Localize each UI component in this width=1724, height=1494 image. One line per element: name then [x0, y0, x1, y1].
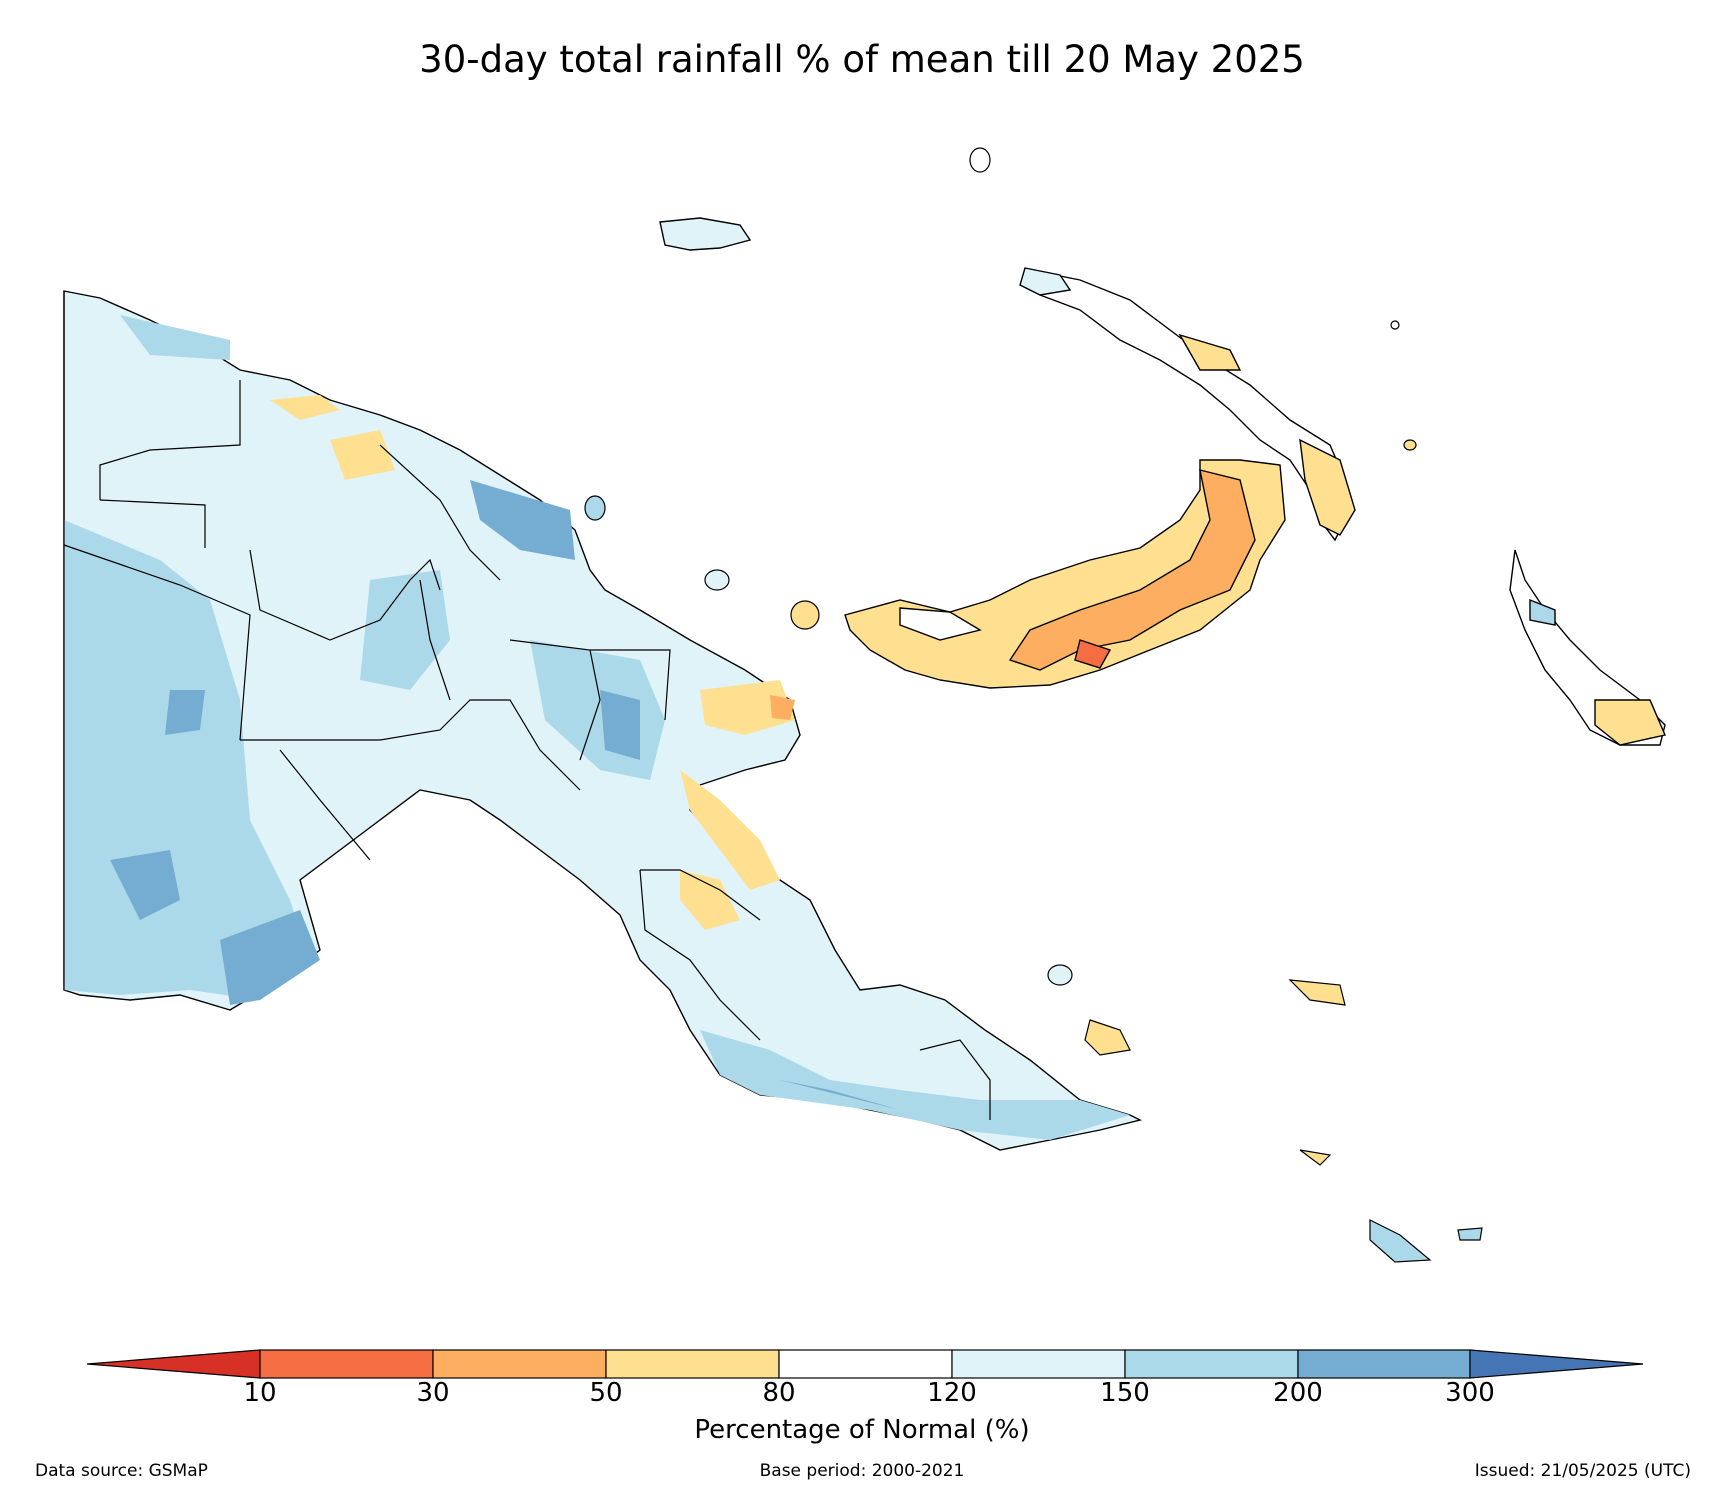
colorbar-bin-30-50 [432, 1349, 607, 1379]
colorbar-bin-10-30 [259, 1349, 434, 1379]
colorbar-bin-gt300 [1469, 1349, 1644, 1379]
base-period: Base period: 2000-2021 [759, 1461, 965, 1481]
colorbar-tick: 80 [762, 1378, 796, 1408]
colorbar-tick: 150 [1100, 1378, 1150, 1408]
colorbar-bin-80-120 [778, 1349, 953, 1379]
colorbar-tick: 30 [416, 1378, 450, 1408]
data-source: Data source: GSMaP [35, 1461, 208, 1481]
map-title: 30-day total rainfall % of mean till 20 … [419, 38, 1305, 81]
colorbar-bin-150-200 [1124, 1349, 1299, 1379]
colorbar-tick: 300 [1445, 1378, 1495, 1408]
colorbar-tick: 200 [1273, 1378, 1323, 1408]
colorbar-bin-50-80 [605, 1349, 780, 1379]
bougainville [1509, 549, 1666, 746]
colorbar-tick: 10 [243, 1378, 277, 1408]
new-britain [844, 459, 1286, 689]
colorbar-tick: 50 [589, 1378, 623, 1408]
issued-date: Issued: 21/05/2025 (UTC) [1474, 1461, 1691, 1481]
colorbar-bin-lt10 [86, 1349, 261, 1379]
small-islands [584, 147, 1483, 1263]
mainland-anomalies [64, 315, 1130, 1140]
province-boundaries [63, 291, 991, 1120]
colorbar [86, 1349, 1644, 1379]
new-ireland [1019, 267, 1356, 542]
colorbar-bin-200-300 [1297, 1349, 1471, 1379]
colorbar-label: Percentage of Normal (%) [694, 1415, 1030, 1445]
manus-island [659, 217, 752, 251]
colorbar-tick: 120 [927, 1378, 977, 1408]
colorbar-bin-120-150 [951, 1349, 1126, 1379]
